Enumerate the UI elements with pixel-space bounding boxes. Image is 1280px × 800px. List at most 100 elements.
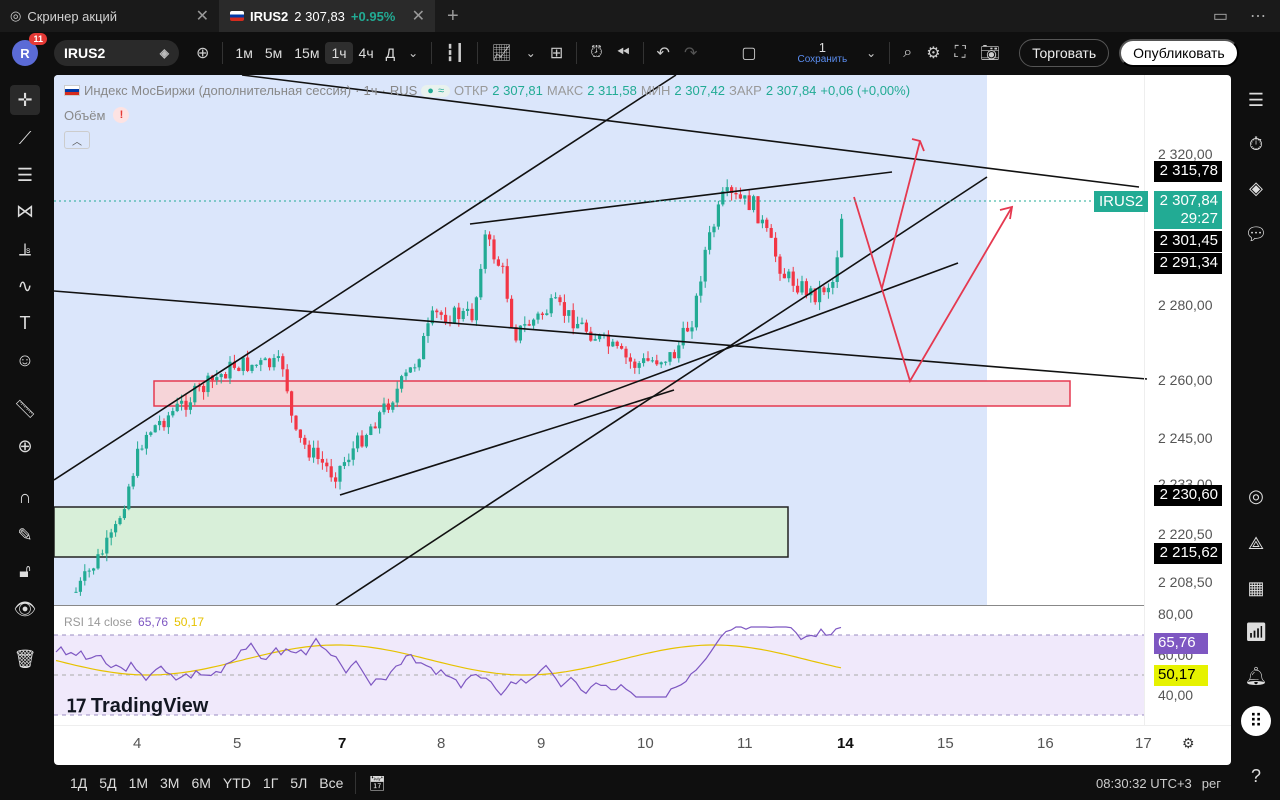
- candle-body: [307, 444, 311, 458]
- diamond-icon[interactable]: ◈: [159, 46, 169, 60]
- chart-legend[interactable]: Индекс МосБиржи (дополнительная сессия) …: [64, 83, 910, 98]
- new-tab-button[interactable]: +: [447, 4, 459, 27]
- emoji-icon[interactable]: ☺: [15, 349, 35, 370]
- candle-body: [325, 462, 329, 467]
- interval-5m[interactable]: 5м: [264, 45, 283, 61]
- notification-badge: 11: [29, 33, 47, 45]
- fib-icon[interactable]: ☰: [16, 164, 34, 185]
- avatar[interactable]: R 11: [12, 33, 47, 66]
- range-1y[interactable]: 1Г: [262, 775, 279, 791]
- notifications-icon[interactable]: 🔔︎: [1244, 665, 1268, 686]
- interval-day[interactable]: Д: [385, 45, 396, 61]
- alert-icon[interactable]: ⏰︎: [590, 44, 603, 61]
- trade-button[interactable]: Торговать: [1019, 39, 1110, 67]
- brush-icon[interactable]: ∿: [17, 275, 33, 296]
- tab-screener[interactable]: ◎ Скринер акций ✕: [0, 0, 220, 32]
- publish-button[interactable]: Опубликовать: [1119, 39, 1239, 67]
- divider: [355, 772, 357, 794]
- tradingview-logo[interactable]: 𝟣𝟩 TradingView: [66, 695, 208, 718]
- clock[interactable]: 08:30:32 UTC+3: [1096, 775, 1192, 791]
- forecast-icon[interactable]: ⫡: [18, 238, 31, 259]
- candle-body: [505, 266, 509, 299]
- compare-plus-icon[interactable]: ⊕: [196, 45, 210, 62]
- rsi-legend[interactable]: RSI 14 close 65,76 50,17: [64, 615, 204, 629]
- save-button[interactable]: 1 Сохранить: [797, 41, 847, 65]
- market-status-pill[interactable]: ● ≈: [421, 84, 450, 97]
- range-1d[interactable]: 1Д: [70, 775, 88, 791]
- replay-icon[interactable]: ⏪︎: [616, 44, 630, 61]
- layers-icon[interactable]: ◈: [1249, 177, 1263, 198]
- watchlist-icon[interactable]: ☰: [1247, 89, 1265, 110]
- range-5d[interactable]: 5Д: [99, 775, 117, 791]
- collapse-legend-button[interactable]: ︿: [64, 131, 90, 149]
- interval-1h[interactable]: 1ч: [325, 42, 353, 64]
- range-3m[interactable]: 3М: [160, 775, 180, 791]
- broadcast-icon[interactable]: 📶︎: [1244, 621, 1268, 642]
- open-label: ОТКР: [453, 83, 489, 98]
- chart-canvas[interactable]: [54, 75, 1231, 765]
- goto-date-icon[interactable]: 📅︎: [368, 774, 387, 791]
- axis-settings-icon[interactable]: ⚙︎: [1182, 735, 1195, 751]
- range-5y[interactable]: 5Л: [290, 775, 308, 791]
- chart-area[interactable]: Индекс МосБиржи (дополнительная сессия) …: [54, 75, 1231, 765]
- candle-body: [386, 403, 390, 410]
- redo-icon[interactable]: ↷: [683, 45, 698, 62]
- range-1m[interactable]: 1М: [128, 775, 149, 791]
- candle-body: [554, 297, 558, 299]
- volume-legend[interactable]: Объём !: [64, 107, 130, 123]
- candle-body: [184, 400, 188, 410]
- warning-icon[interactable]: !: [113, 107, 130, 123]
- apps-grid-icon[interactable]: ⠿: [1241, 706, 1271, 736]
- more-icon[interactable]: ⋯: [1250, 8, 1266, 25]
- chat-icon[interactable]: 💬︎: [1244, 223, 1268, 244]
- candles-icon[interactable]: ┇┃: [445, 45, 465, 62]
- chevron-down-icon[interactable]: ⌄: [525, 46, 536, 60]
- layout-icon[interactable]: ▢: [741, 45, 757, 62]
- lock-icon[interactable]: 🔓︎: [19, 560, 31, 581]
- settings-icon[interactable]: ⚙︎: [926, 45, 941, 62]
- cursor-icon[interactable]: ✛: [10, 85, 40, 115]
- templates-icon[interactable]: ⊞: [549, 45, 564, 62]
- range-6m[interactable]: 6М: [191, 775, 211, 791]
- time-tick: 17: [1135, 735, 1152, 752]
- symbol-search[interactable]: IRUS2 ◈: [54, 40, 179, 66]
- window-layout-icon[interactable]: ▭: [1212, 8, 1228, 25]
- target-icon[interactable]: ◎: [1248, 485, 1264, 506]
- price-tick: 2 220,50: [1158, 526, 1213, 542]
- calendar-icon[interactable]: ▦: [1247, 577, 1265, 598]
- trash-icon[interactable]: 🗑︎: [13, 648, 37, 669]
- fullscreen-icon[interactable]: ⛶: [954, 44, 966, 61]
- legend-title: Индекс МосБиржи (дополнительная сессия): [84, 83, 352, 98]
- range-all[interactable]: Все: [319, 775, 344, 791]
- tab-change: +0.95%: [350, 8, 396, 24]
- indicators-icon[interactable]: 📈︎: [491, 45, 512, 62]
- trendline-icon[interactable]: ⟋: [18, 127, 32, 148]
- chevron-down-icon[interactable]: ⌄: [408, 46, 419, 60]
- text-icon[interactable]: T: [19, 312, 31, 333]
- pattern-icon[interactable]: ⋈: [16, 200, 34, 221]
- zoom-icon[interactable]: ⊕: [17, 435, 33, 456]
- ideas-icon[interactable]: ⟁: [1247, 532, 1265, 553]
- quick-search-icon[interactable]: ⌕: [903, 44, 913, 61]
- undo-icon[interactable]: ↶: [656, 45, 670, 62]
- interval-4h[interactable]: 4ч: [358, 45, 374, 61]
- camera-icon[interactable]: 📷︎: [979, 45, 1001, 62]
- time-tick: 7: [338, 735, 347, 752]
- brush-lock-icon[interactable]: ✎: [17, 524, 33, 545]
- divider: [576, 42, 578, 64]
- divider: [477, 42, 479, 64]
- tab-chart[interactable]: IRUS2 2 307,83 +0.95% ✕: [220, 0, 435, 32]
- scale-mode[interactable]: рег: [1201, 775, 1221, 791]
- alerts-clock-icon[interactable]: ⏱︎: [1248, 133, 1264, 154]
- candle-body: [232, 361, 236, 368]
- help-icon[interactable]: ?: [1250, 765, 1261, 786]
- chevron-down-icon[interactable]: ⌄: [866, 46, 877, 60]
- interval-1m[interactable]: 1м: [235, 45, 253, 61]
- magnet-icon[interactable]: ∩: [18, 486, 32, 507]
- interval-15m[interactable]: 15м: [294, 45, 320, 61]
- eye-icon[interactable]: 👁︎: [13, 598, 37, 619]
- range-ytd[interactable]: YTD: [222, 775, 251, 791]
- close-icon[interactable]: ✕: [195, 8, 209, 25]
- close-icon[interactable]: ✕: [411, 8, 425, 25]
- ruler-icon[interactable]: 📏︎: [13, 398, 37, 419]
